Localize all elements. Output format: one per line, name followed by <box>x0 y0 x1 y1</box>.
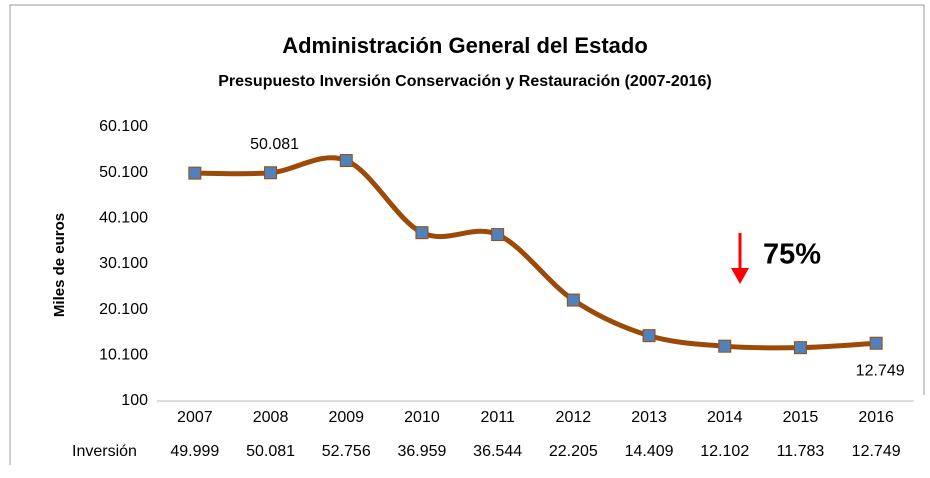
data-label: 50.081 <box>250 136 299 153</box>
table-value: 12.749 <box>852 443 901 460</box>
marker <box>491 228 505 242</box>
table-value: 36.959 <box>397 443 446 460</box>
marker <box>718 339 732 353</box>
table-value: 11.783 <box>777 443 825 460</box>
data-label: 12.749 <box>856 362 905 379</box>
chart-title: Administración General del Estado <box>282 33 648 58</box>
x-tick-label: 2014 <box>707 409 743 426</box>
marker <box>642 329 656 343</box>
series-line <box>192 155 879 351</box>
x-tick-label: 2012 <box>556 409 592 426</box>
y-tick-label: 50.100 <box>99 164 148 181</box>
y-axis-label: Miles de euros <box>51 213 68 317</box>
x-tick-label: 2010 <box>404 409 440 426</box>
x-tick-label: 2008 <box>253 409 289 426</box>
marker <box>415 226 429 240</box>
marker <box>869 336 883 350</box>
marker <box>339 154 353 168</box>
y-tick-label: 40.100 <box>99 210 148 227</box>
marker <box>188 166 202 180</box>
marker <box>264 166 278 180</box>
y-tick-label: 30.100 <box>99 255 148 272</box>
x-tick-label: 2015 <box>783 409 819 426</box>
table-value: 49.999 <box>170 443 219 460</box>
marker <box>566 293 580 307</box>
y-tick-label: 10.100 <box>99 347 148 364</box>
table-value: 22.205 <box>549 443 598 460</box>
x-tick-label: 2007 <box>177 409 213 426</box>
x-tick-label: 2011 <box>480 409 515 426</box>
table-value: 12.102 <box>700 443 749 460</box>
y-tick-label: 20.100 <box>99 301 148 318</box>
table-row-label: Inversión <box>72 443 137 460</box>
x-tick-label: 2013 <box>631 409 667 426</box>
x-tick-label: 2009 <box>328 409 364 426</box>
table-value: 52.756 <box>322 443 371 460</box>
annotation: 75% <box>763 239 821 271</box>
table-value: 50.081 <box>246 443 295 460</box>
annotation-arrowhead <box>731 268 749 284</box>
x-tick-label: 2016 <box>858 409 894 426</box>
y-tick-label: 100 <box>121 392 148 409</box>
y-tick-label: 60.100 <box>99 118 148 135</box>
table-value: 14.409 <box>625 443 674 460</box>
chart-subtitle: Presupuesto Inversión Conservación y Res… <box>218 73 712 90</box>
chart-border <box>9 4 925 465</box>
marker <box>793 341 807 355</box>
table-value: 36.544 <box>473 443 522 460</box>
